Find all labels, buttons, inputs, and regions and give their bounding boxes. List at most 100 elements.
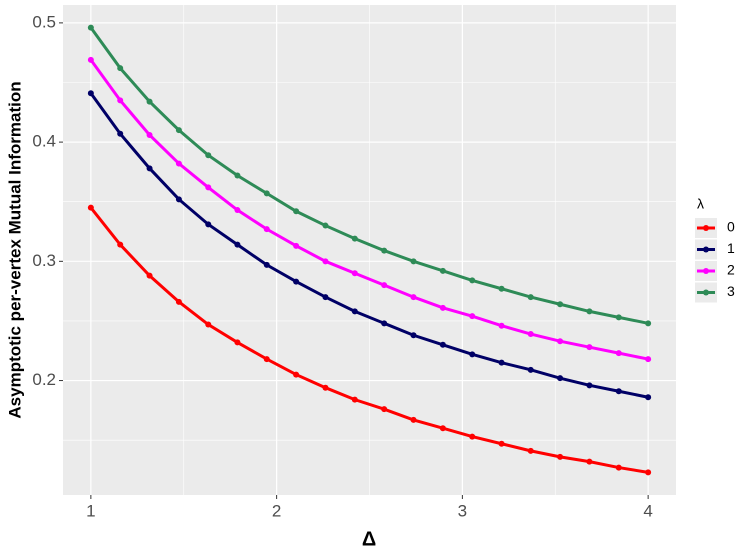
series-line xyxy=(89,26,649,325)
point xyxy=(439,267,446,274)
point xyxy=(527,331,534,338)
series-line xyxy=(89,92,649,399)
point xyxy=(322,222,329,229)
point xyxy=(351,308,358,315)
y-tick-label: 0.3 xyxy=(32,251,56,270)
point xyxy=(498,322,505,329)
point xyxy=(293,242,300,249)
point xyxy=(410,416,417,423)
point xyxy=(322,294,329,301)
point xyxy=(234,241,241,248)
point xyxy=(498,440,505,447)
point xyxy=(645,394,652,401)
point xyxy=(87,204,94,211)
legend-point xyxy=(703,225,709,231)
legend-title: λ xyxy=(697,196,704,212)
point xyxy=(439,304,446,311)
point xyxy=(87,56,94,63)
point xyxy=(175,160,182,167)
point xyxy=(586,308,593,315)
point xyxy=(87,90,94,97)
series-line xyxy=(89,58,649,361)
point xyxy=(410,258,417,265)
legend-label: 3 xyxy=(727,283,735,299)
point xyxy=(146,272,153,279)
point xyxy=(410,332,417,339)
point xyxy=(557,375,564,382)
x-axis-title: Δ xyxy=(362,528,376,550)
point xyxy=(175,127,182,134)
point xyxy=(439,341,446,348)
point xyxy=(322,258,329,265)
point xyxy=(146,165,153,172)
point xyxy=(351,270,358,277)
point xyxy=(263,226,270,233)
point xyxy=(146,98,153,105)
point xyxy=(263,261,270,268)
point xyxy=(117,65,124,72)
point xyxy=(351,396,358,403)
point xyxy=(381,247,388,254)
point xyxy=(469,277,476,284)
point xyxy=(498,359,505,366)
y-tick-label: 0.5 xyxy=(32,12,56,31)
x-tick-label: 2 xyxy=(272,501,281,520)
point xyxy=(527,366,534,373)
legend-label: 2 xyxy=(727,262,735,278)
point xyxy=(117,130,124,137)
x-tick-label: 4 xyxy=(643,501,652,520)
point xyxy=(205,321,212,328)
point xyxy=(234,339,241,346)
x-tick-label: 1 xyxy=(86,501,95,520)
point xyxy=(469,351,476,358)
point xyxy=(586,344,593,351)
point xyxy=(527,447,534,454)
point xyxy=(645,469,652,476)
point xyxy=(263,356,270,363)
point xyxy=(527,294,534,301)
point xyxy=(645,356,652,363)
point xyxy=(117,241,124,248)
point xyxy=(615,314,622,321)
point xyxy=(557,338,564,345)
point xyxy=(557,301,564,308)
y-axis-title: Asymptotic per-vertex Mutual Information xyxy=(5,81,24,418)
point xyxy=(381,320,388,327)
point xyxy=(469,433,476,440)
point xyxy=(293,208,300,215)
point xyxy=(175,298,182,305)
point xyxy=(645,320,652,327)
point xyxy=(293,278,300,285)
point xyxy=(615,464,622,471)
point xyxy=(586,382,593,389)
point xyxy=(381,406,388,413)
legend-point xyxy=(703,289,709,296)
x-tick-label: 3 xyxy=(458,501,467,520)
y-tick-label: 0.2 xyxy=(32,370,56,389)
point xyxy=(439,425,446,432)
legend-label: 0 xyxy=(727,219,735,235)
point xyxy=(351,235,358,242)
point xyxy=(615,350,622,357)
point xyxy=(557,453,564,460)
y-tick-label: 0.4 xyxy=(32,132,56,151)
legend-label: 1 xyxy=(727,240,735,256)
point xyxy=(469,313,476,320)
point xyxy=(205,184,212,191)
series-line xyxy=(89,206,649,474)
point xyxy=(117,97,124,104)
point xyxy=(381,282,388,289)
point xyxy=(87,24,94,31)
point xyxy=(410,294,417,301)
point xyxy=(234,207,241,214)
legend-point xyxy=(703,268,709,274)
point xyxy=(205,152,212,159)
point xyxy=(615,388,622,395)
point xyxy=(175,196,182,203)
point xyxy=(146,131,153,138)
legend-point xyxy=(703,246,709,253)
point xyxy=(205,221,212,228)
point xyxy=(263,190,270,197)
point xyxy=(293,371,300,378)
